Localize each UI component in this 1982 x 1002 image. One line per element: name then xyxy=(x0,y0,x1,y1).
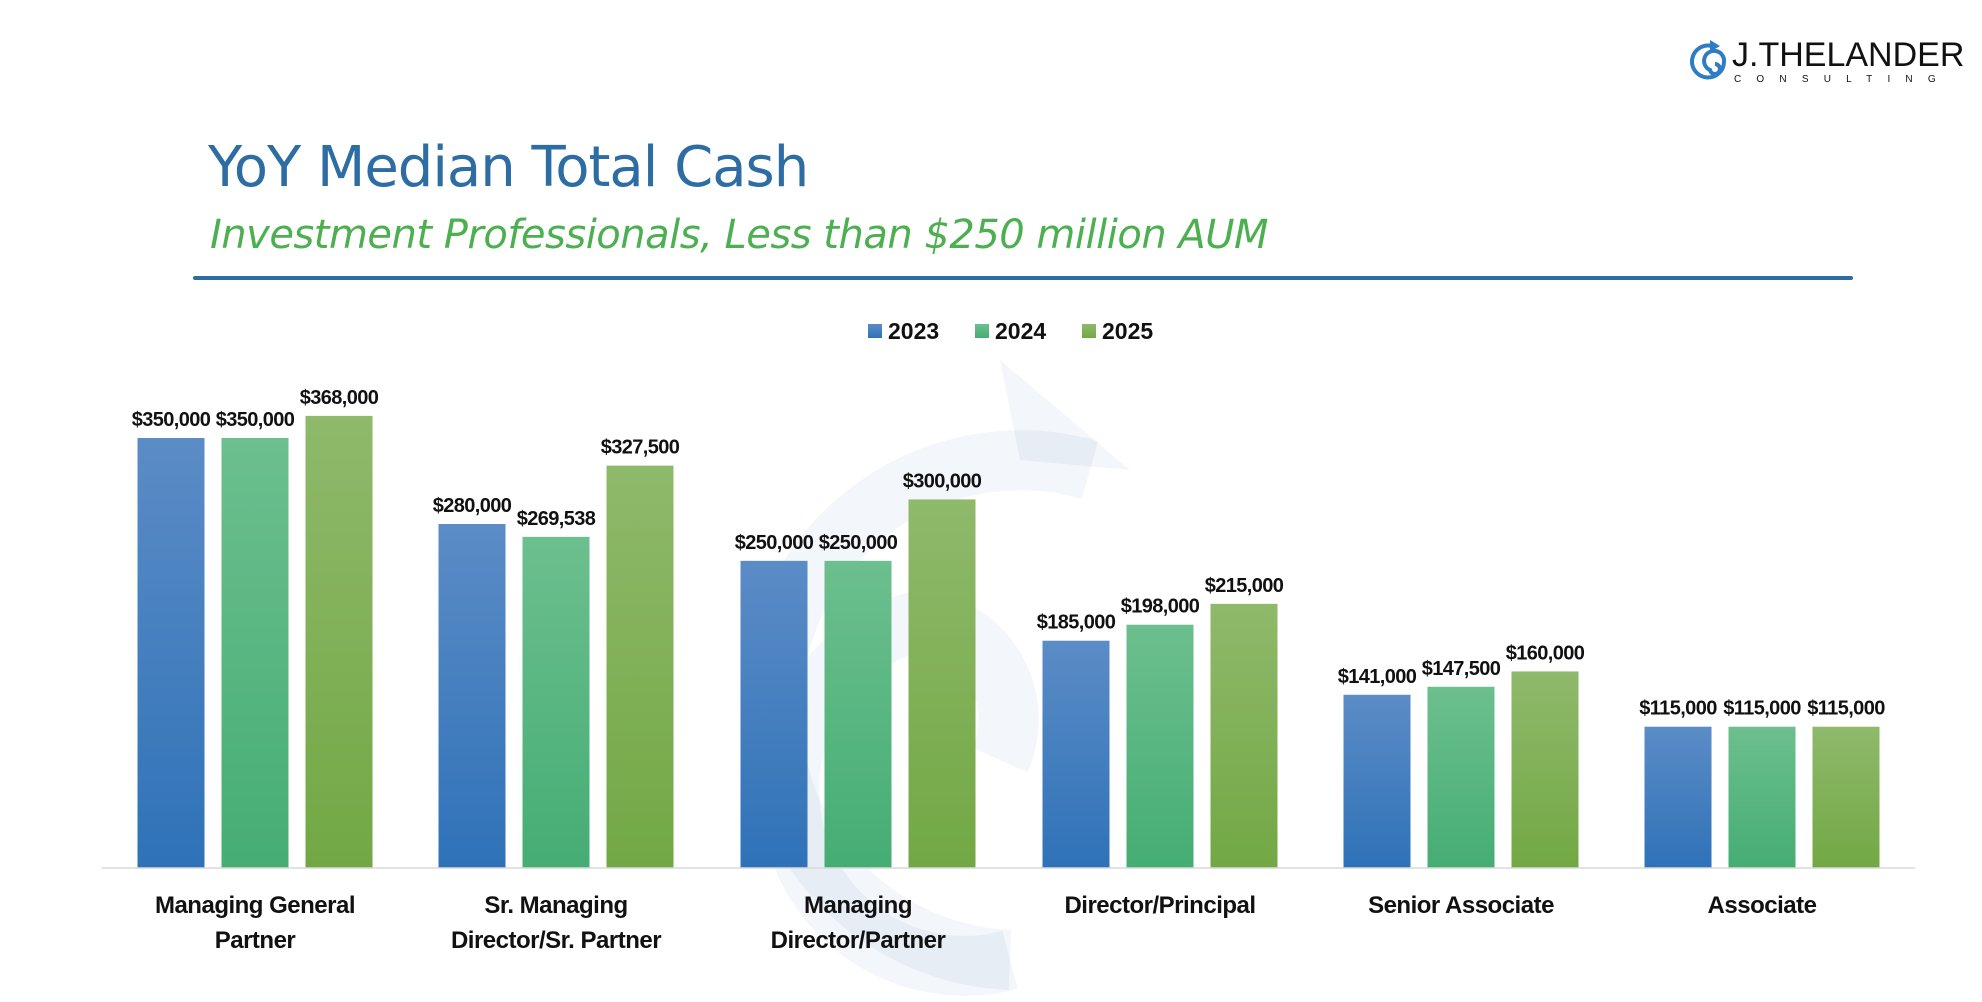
bar-2023-1 xyxy=(438,524,506,868)
data-label: $250,000 xyxy=(735,532,814,554)
legend-swatch-2023 xyxy=(868,324,882,338)
bar-2024-4 xyxy=(1427,686,1495,868)
bar-2025-3 xyxy=(1210,603,1278,868)
bar-2024-0 xyxy=(221,438,289,868)
bar-2023-4 xyxy=(1343,694,1411,868)
bar-2024-2 xyxy=(824,560,892,868)
data-label: $198,000 xyxy=(1121,596,1200,618)
data-label: $368,000 xyxy=(300,387,379,409)
page-title: YoY Median Total Cash xyxy=(208,135,809,200)
x-tick-label: Managing xyxy=(804,892,912,919)
bar-2025-1 xyxy=(606,465,674,868)
x-tick-label: Director/Principal xyxy=(1064,892,1255,919)
x-tick-label: Managing General xyxy=(155,892,355,919)
bar-2023-5 xyxy=(1644,726,1712,868)
data-label: $250,000 xyxy=(819,532,898,554)
data-label: $300,000 xyxy=(903,470,982,492)
data-label: $280,000 xyxy=(433,495,512,517)
bar-2025-0 xyxy=(305,415,373,868)
data-label: $350,000 xyxy=(132,409,211,431)
data-label: $185,000 xyxy=(1037,612,1116,634)
legend-swatch-2025 xyxy=(1082,324,1096,338)
x-tick-label: Director/Sr. Partner xyxy=(451,927,661,954)
data-label: $115,000 xyxy=(1639,698,1717,720)
bar-2025-4 xyxy=(1511,671,1579,868)
bar-2025-2 xyxy=(908,499,976,868)
data-label: $160,000 xyxy=(1506,642,1585,664)
logo-name: J.THELANDER xyxy=(1732,36,1965,74)
data-label: $269,538 xyxy=(517,508,596,530)
x-tick-label: Associate xyxy=(1708,892,1817,919)
logo-subtitle: CONSULTING xyxy=(1734,74,1951,85)
swirl-logo-icon xyxy=(1690,40,1727,80)
page-subtitle: Investment Professionals, Less than $250… xyxy=(210,212,1269,258)
x-tick-label: Director/Partner xyxy=(771,927,946,954)
legend-label: 2025 xyxy=(1102,318,1153,344)
legend-swatch-2024 xyxy=(975,324,989,338)
data-label: $115,000 xyxy=(1807,698,1885,720)
legend-label: 2024 xyxy=(995,318,1046,344)
bar-2023-3 xyxy=(1042,640,1110,868)
legend-label: 2023 xyxy=(888,318,939,344)
x-tick-label: Sr. Managing xyxy=(484,892,627,919)
data-label: $327,500 xyxy=(601,437,680,459)
bar-2023-2 xyxy=(740,560,808,868)
data-label: $147,500 xyxy=(1422,658,1501,680)
bar-2024-5 xyxy=(1728,726,1796,868)
bar-2025-5 xyxy=(1812,726,1880,868)
title-divider xyxy=(193,276,1853,280)
bar-2024-3 xyxy=(1126,624,1194,868)
legend: 2023 2024 2025 xyxy=(868,318,1153,344)
bar-2024-1 xyxy=(522,536,590,868)
x-tick-label: Partner xyxy=(215,927,296,954)
watermark-arrow xyxy=(1000,360,1130,470)
data-label: $350,000 xyxy=(216,409,295,431)
data-label: $141,000 xyxy=(1338,666,1417,688)
data-label: $215,000 xyxy=(1205,575,1284,597)
data-label: $115,000 xyxy=(1723,698,1801,720)
x-tick-label: Senior Associate xyxy=(1368,892,1554,919)
bar-2023-0 xyxy=(137,438,205,868)
